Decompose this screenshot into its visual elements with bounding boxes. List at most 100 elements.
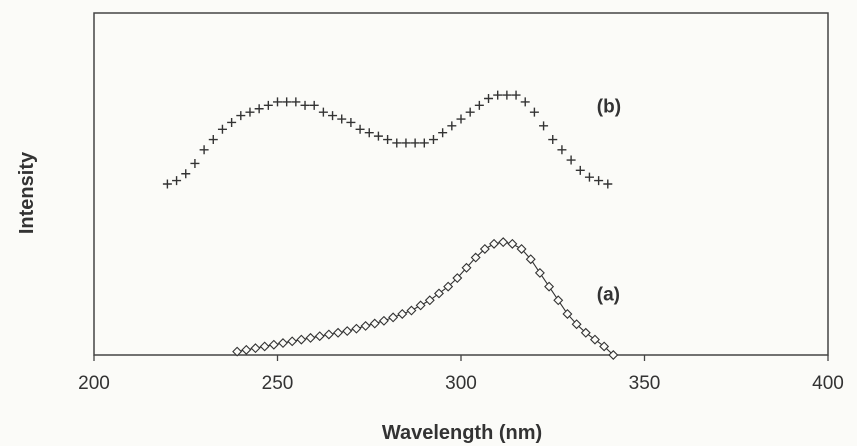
data-point bbox=[263, 100, 273, 110]
data-point bbox=[539, 121, 549, 131]
data-point bbox=[599, 341, 610, 352]
data-point bbox=[314, 331, 325, 342]
data-point bbox=[333, 327, 344, 338]
data-point bbox=[282, 97, 292, 107]
data-point bbox=[465, 107, 475, 117]
data-point bbox=[428, 135, 438, 145]
data-point bbox=[502, 90, 512, 100]
data-point bbox=[378, 315, 389, 326]
data-point bbox=[355, 124, 365, 134]
x-tick-label: 300 bbox=[445, 373, 477, 394]
data-point bbox=[484, 94, 494, 103]
data-point bbox=[461, 262, 472, 273]
data-point bbox=[410, 138, 420, 148]
data-point bbox=[511, 90, 521, 100]
data-point bbox=[575, 165, 585, 175]
data-point bbox=[520, 97, 530, 107]
series-label: (a) bbox=[597, 284, 620, 305]
data-point bbox=[309, 100, 319, 110]
data-point bbox=[227, 117, 237, 127]
data-point bbox=[236, 111, 246, 121]
data-point bbox=[162, 179, 172, 189]
data-point bbox=[190, 158, 200, 168]
data-point bbox=[493, 90, 503, 100]
data-point bbox=[553, 295, 564, 306]
data-point bbox=[479, 244, 490, 254]
data-point bbox=[397, 308, 408, 319]
data-point bbox=[259, 341, 270, 352]
data-point bbox=[456, 114, 466, 124]
data-point bbox=[516, 244, 527, 254]
data-point bbox=[548, 135, 558, 145]
data-point bbox=[603, 179, 613, 189]
data-point bbox=[424, 295, 435, 306]
data-point bbox=[232, 346, 243, 357]
data-point bbox=[434, 288, 444, 299]
data-point bbox=[571, 319, 582, 330]
data-point bbox=[305, 332, 316, 343]
data-point bbox=[351, 323, 362, 334]
x-axis-tick-labels: 200 250 300 350 400 bbox=[78, 373, 844, 394]
data-point bbox=[388, 312, 399, 323]
data-point bbox=[318, 107, 328, 117]
data-point bbox=[566, 155, 576, 165]
data-point bbox=[406, 305, 417, 316]
data-point bbox=[241, 344, 252, 355]
series-layer bbox=[162, 90, 619, 360]
data-point bbox=[360, 320, 371, 331]
data-point bbox=[217, 124, 227, 134]
data-point bbox=[438, 128, 448, 138]
series-0 bbox=[232, 237, 619, 360]
data-point bbox=[419, 138, 429, 148]
data-point bbox=[544, 281, 555, 292]
data-point bbox=[562, 308, 573, 319]
data-point bbox=[278, 338, 288, 349]
y-axis-title: Intensity bbox=[16, 151, 38, 234]
data-point bbox=[268, 339, 279, 350]
x-tick-label: 250 bbox=[262, 373, 294, 394]
data-point bbox=[415, 300, 426, 311]
data-point bbox=[589, 334, 600, 345]
series-labels: (a) (b) bbox=[597, 96, 621, 305]
data-point bbox=[383, 135, 393, 145]
data-point bbox=[328, 111, 338, 121]
data-point bbox=[534, 267, 545, 278]
data-point bbox=[529, 107, 539, 117]
data-point bbox=[323, 329, 334, 340]
data-point bbox=[452, 273, 463, 284]
data-point bbox=[373, 131, 383, 141]
data-point bbox=[525, 254, 536, 265]
series-1 bbox=[162, 90, 613, 189]
data-point bbox=[300, 100, 310, 110]
data-point bbox=[557, 145, 567, 155]
data-point bbox=[296, 334, 307, 345]
data-point bbox=[199, 145, 209, 155]
data-point bbox=[401, 138, 411, 148]
data-point bbox=[208, 135, 218, 145]
series-label: (b) bbox=[597, 96, 621, 117]
data-point bbox=[250, 343, 261, 354]
x-tick-label: 350 bbox=[629, 373, 661, 394]
data-point bbox=[181, 169, 191, 179]
data-point bbox=[608, 350, 619, 360]
x-tick-label: 200 bbox=[78, 373, 110, 394]
data-point bbox=[172, 176, 182, 186]
data-point bbox=[584, 172, 594, 182]
data-point bbox=[392, 138, 402, 148]
data-point bbox=[498, 237, 509, 248]
data-point bbox=[507, 238, 518, 249]
data-point bbox=[346, 117, 356, 127]
data-point bbox=[337, 114, 347, 124]
data-point bbox=[594, 176, 604, 186]
data-point bbox=[287, 336, 298, 347]
data-point bbox=[364, 128, 374, 138]
data-point bbox=[580, 327, 591, 338]
data-point bbox=[254, 104, 264, 114]
data-point bbox=[447, 121, 457, 131]
data-point bbox=[474, 100, 484, 110]
data-point bbox=[369, 318, 380, 329]
data-point bbox=[245, 107, 255, 117]
data-point bbox=[291, 97, 301, 107]
plot-frame bbox=[93, 12, 829, 356]
